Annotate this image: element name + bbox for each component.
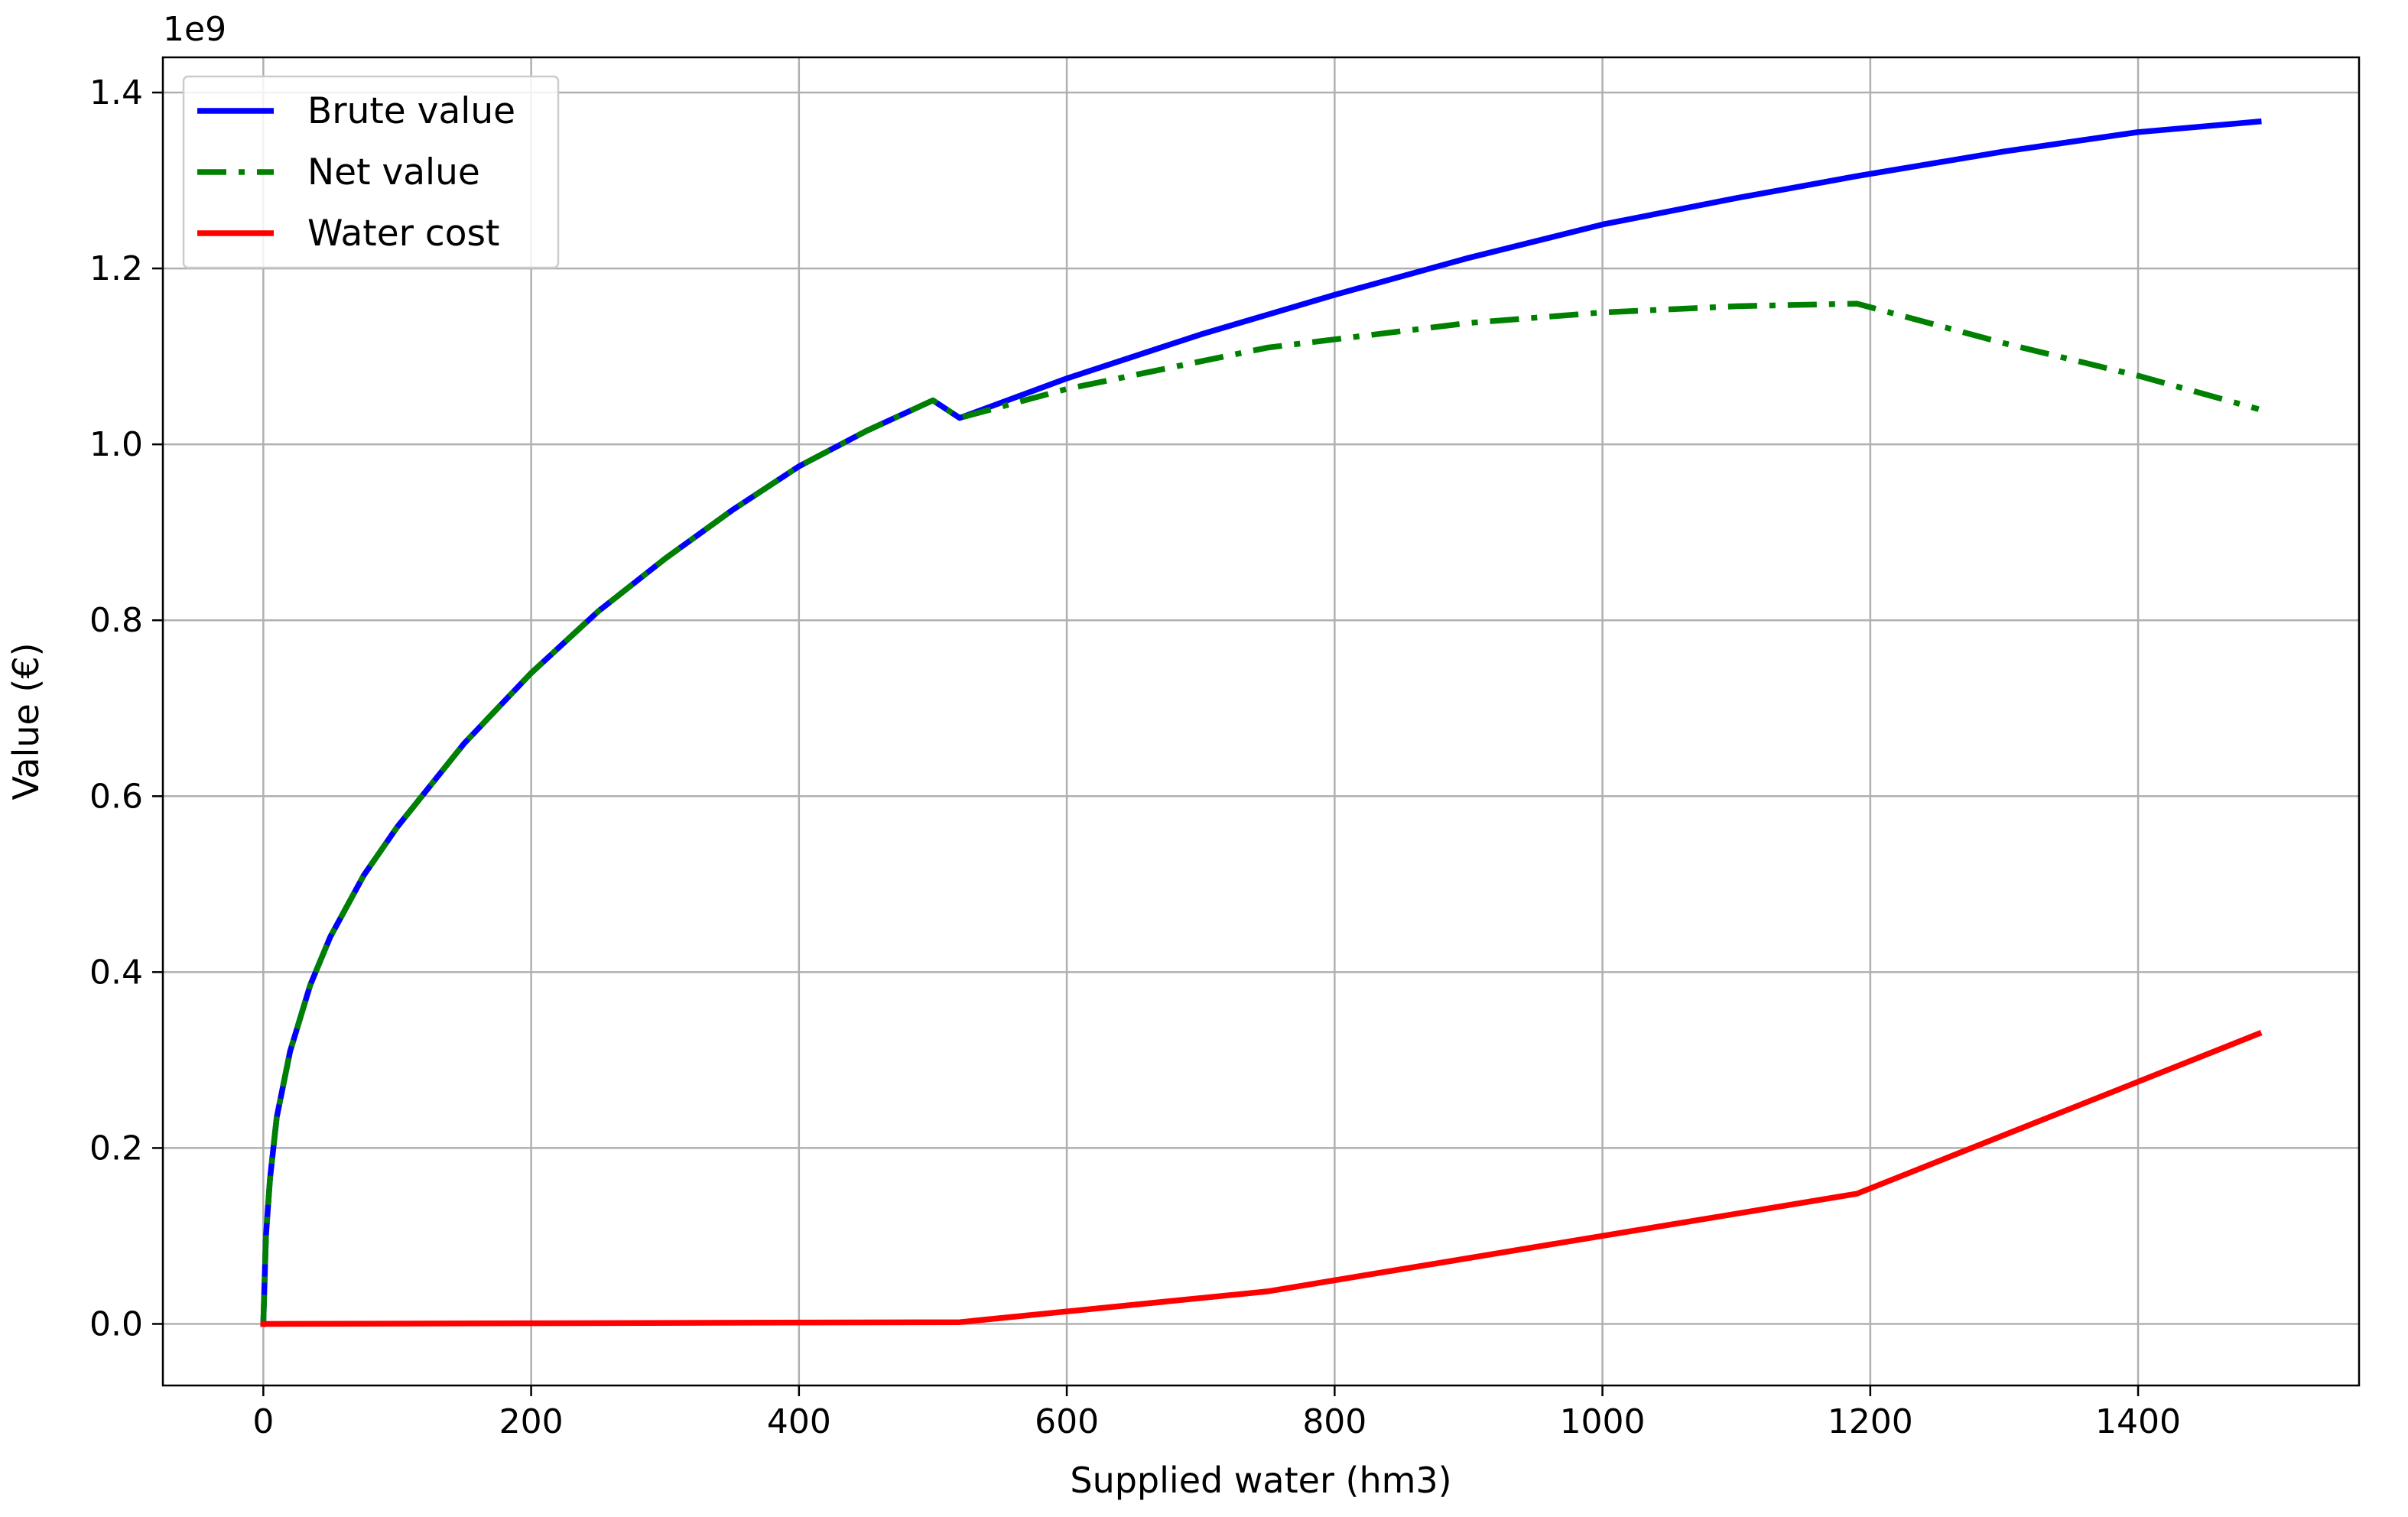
legend-label: Brute value <box>307 90 515 132</box>
x-tick-label: 600 <box>1035 1402 1099 1441</box>
plot-frame <box>161 56 2361 1387</box>
x-tick-label: 1000 <box>1560 1402 1646 1441</box>
y-tick-label: 1.0 <box>89 425 143 464</box>
series-line-water-cost <box>260 1030 2263 1327</box>
legend: Brute value Net value Water cost <box>182 75 560 269</box>
x-tick-label: 1200 <box>1828 1402 1913 1441</box>
y-tick-label: 0.8 <box>89 601 143 640</box>
x-axis-title: Supplied water (hm3) <box>1070 1460 1451 1501</box>
x-tick-label: 200 <box>499 1402 564 1441</box>
y-axis-offset-label: 1e9 <box>163 10 226 49</box>
legend-box <box>182 75 560 269</box>
legend-label: Net value <box>307 151 480 193</box>
y-tick-label: 0.0 <box>89 1304 143 1343</box>
y-tick-label: 1.4 <box>89 73 143 112</box>
series-line-net-value <box>260 300 2260 1324</box>
y-tick-label: 1.2 <box>89 249 143 288</box>
x-tick-label: 800 <box>1302 1402 1366 1441</box>
x-tick-label: 1400 <box>2095 1402 2181 1441</box>
legend-label: Water cost <box>307 213 499 255</box>
series-lines <box>260 118 2263 1327</box>
y-tick-label: 0.4 <box>89 953 143 992</box>
y-axis-title: Value (€) <box>5 642 47 800</box>
y-tick-label: 0.2 <box>89 1129 143 1168</box>
y-tick-label: 0.6 <box>89 777 143 816</box>
x-tick-label: 400 <box>767 1402 831 1441</box>
x-tick-label: 0 <box>252 1402 274 1441</box>
axis-ticks: 0 200 400 600 800 1000 1200 1400 0.0 0.2 0.4 0.6 0.8… <box>89 73 2181 1441</box>
